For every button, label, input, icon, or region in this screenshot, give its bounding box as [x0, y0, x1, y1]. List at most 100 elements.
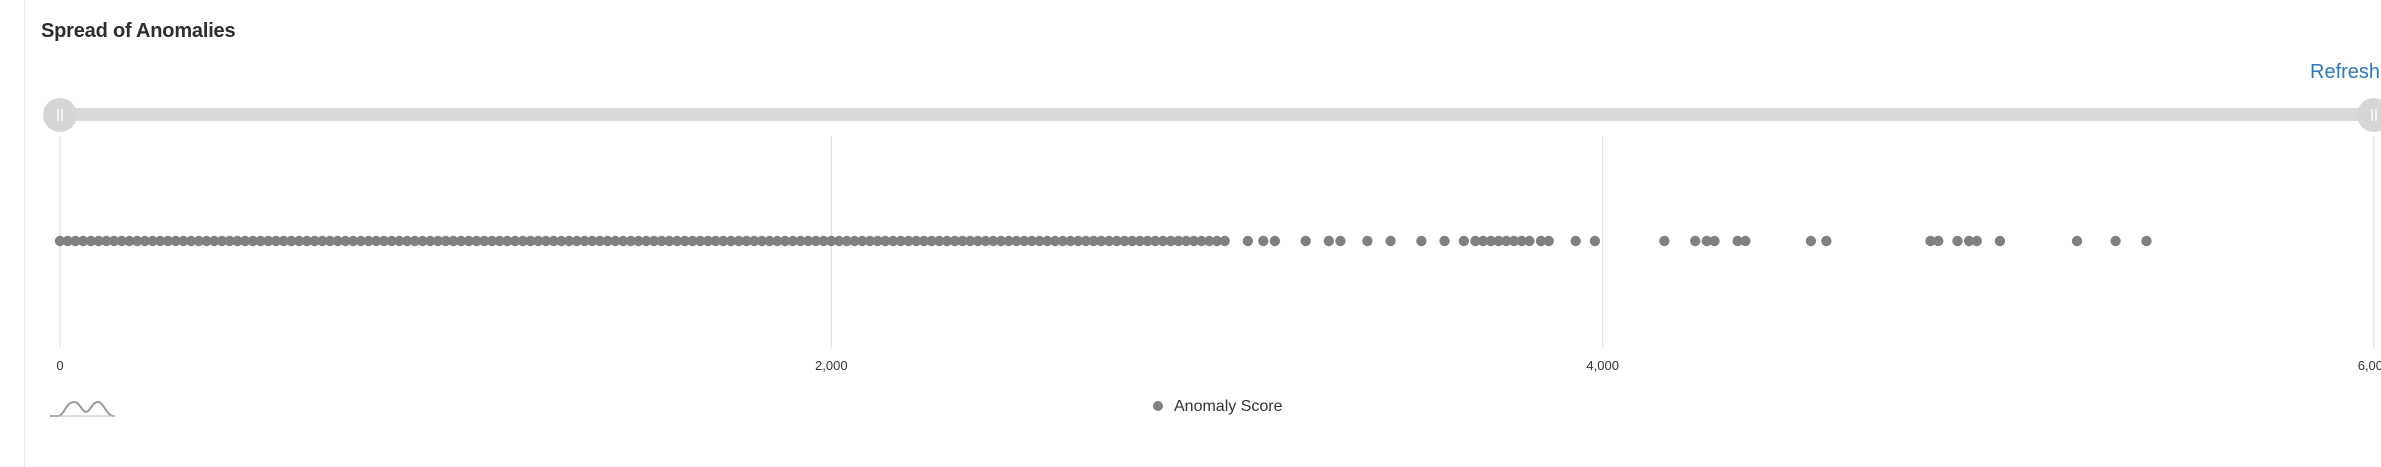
data-point [702, 235, 714, 247]
data-point [1477, 235, 1489, 247]
data-point [849, 235, 860, 247]
data-point [193, 235, 205, 247]
data-point [903, 235, 914, 247]
data-point [1157, 235, 1169, 247]
data-point [826, 235, 837, 247]
data-point [1589, 235, 1601, 247]
data-point [1111, 235, 1122, 247]
data-point [833, 235, 845, 247]
data-point [633, 235, 644, 247]
data-point [263, 235, 274, 247]
data-point [1323, 235, 1335, 247]
data-point [1134, 235, 1146, 247]
data-point [432, 235, 444, 247]
data-point [293, 235, 305, 247]
data-point [401, 235, 413, 247]
data-point [594, 235, 606, 247]
data-point [162, 235, 174, 247]
data-point [749, 235, 760, 247]
data-point [486, 235, 498, 247]
data-point [409, 235, 421, 247]
data-point [741, 235, 752, 247]
data-point [502, 235, 513, 247]
data-point [239, 235, 251, 247]
data-point [656, 235, 667, 247]
data-point [880, 235, 891, 247]
x-tick-label: 6,000 [2358, 358, 2381, 373]
data-point [201, 235, 212, 247]
data-point [355, 235, 367, 247]
data-point [108, 235, 120, 247]
grip-icon [57, 109, 63, 121]
data-point [695, 235, 706, 247]
data-point [563, 235, 575, 247]
data-point [62, 235, 73, 247]
data-point [764, 235, 775, 247]
data-point [1690, 235, 1701, 247]
data-point [309, 235, 320, 247]
data-point [1080, 235, 1092, 247]
data-point [93, 235, 104, 247]
data-point [625, 235, 636, 247]
data-point [964, 235, 976, 247]
data-point [216, 235, 228, 247]
refresh-link[interactable]: Refresh [2310, 61, 2381, 83]
data-point [1096, 235, 1107, 247]
range-slider-end-handle[interactable] [2357, 98, 2381, 132]
data-point [1065, 235, 1076, 247]
data-point [378, 235, 390, 247]
data-point [509, 235, 521, 247]
data-point [1335, 235, 1346, 247]
range-slider-track[interactable] [60, 108, 2381, 121]
data-point [1740, 235, 1751, 247]
data-point [1258, 235, 1269, 247]
data-point [77, 235, 89, 247]
data-point [610, 235, 621, 247]
data-point [579, 235, 590, 247]
data-point [124, 235, 135, 247]
data-point [371, 235, 382, 247]
data-point [1042, 235, 1053, 247]
data-point [1570, 235, 1581, 247]
range-slider-start-handle[interactable] [43, 98, 77, 132]
data-point [131, 235, 143, 247]
data-point [1011, 235, 1022, 247]
data-point [1994, 235, 2006, 247]
data-point [517, 235, 528, 247]
data-point [185, 235, 197, 247]
data-point [1188, 235, 1200, 247]
data-point [949, 235, 960, 247]
data-point [1963, 235, 1975, 247]
data-point [448, 235, 459, 247]
data-point [224, 235, 235, 247]
data-point [394, 235, 405, 247]
data-point [533, 235, 544, 247]
data-point [425, 235, 436, 247]
data-point [895, 235, 906, 247]
data-point [1173, 235, 1184, 247]
data-point [455, 235, 467, 247]
data-point [556, 235, 567, 247]
data-point [1196, 235, 1207, 247]
data-point [255, 235, 266, 247]
distribution-curve-icon[interactable] [48, 396, 118, 418]
data-point [779, 235, 791, 247]
data-point [864, 235, 876, 247]
data-point [1018, 235, 1030, 247]
legend-marker [1153, 401, 1163, 411]
data-point [332, 235, 343, 247]
data-point [910, 235, 922, 247]
data-point [548, 235, 559, 247]
data-point [648, 235, 660, 247]
data-point [1072, 235, 1084, 247]
data-point [324, 235, 336, 247]
x-tick-label: 2,000 [815, 358, 848, 373]
data-point [1821, 235, 1832, 247]
data-point [887, 235, 899, 247]
data-point [1057, 235, 1068, 247]
data-point [54, 235, 66, 247]
data-point [1732, 235, 1743, 247]
data-point [2071, 235, 2083, 247]
data-point [995, 235, 1007, 247]
